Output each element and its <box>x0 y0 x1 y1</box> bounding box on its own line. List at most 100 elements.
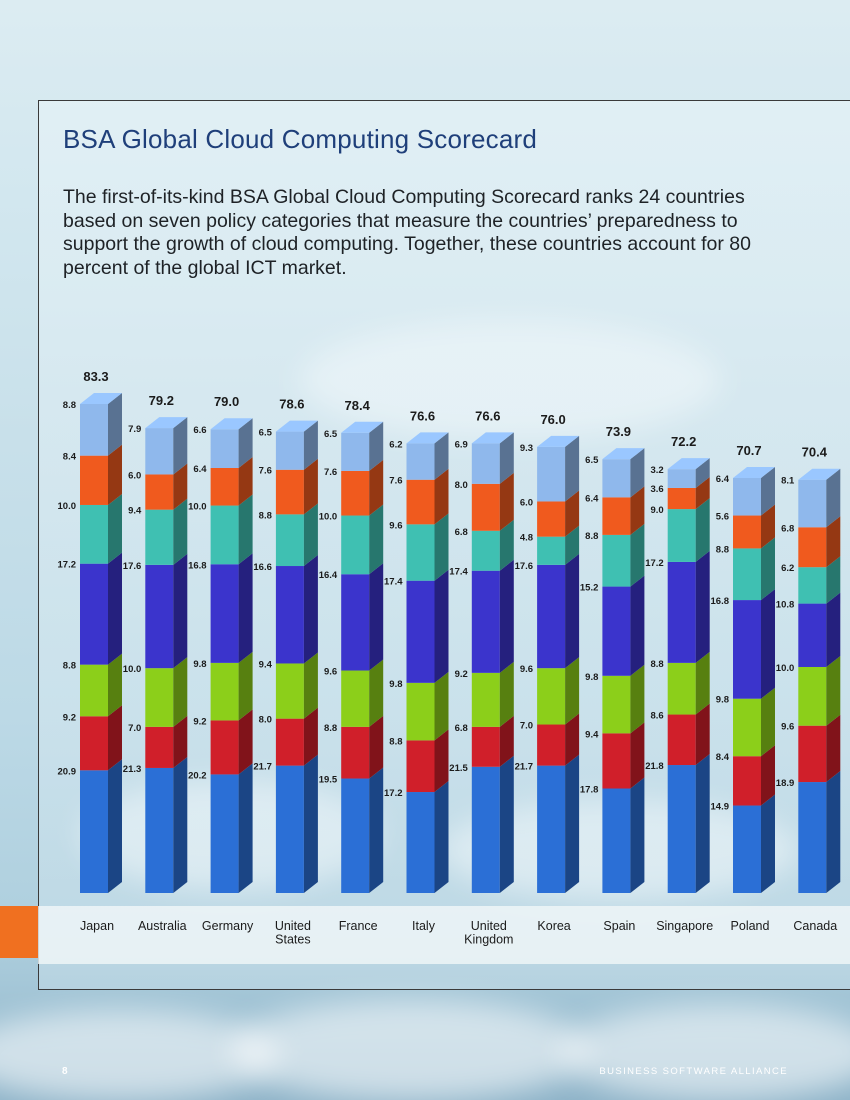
bar-segment-side <box>369 421 384 471</box>
bar-segment-side <box>303 420 318 470</box>
bar-segment-side <box>369 504 384 575</box>
bar-segment <box>80 770 108 893</box>
segment-value-label: 19.5 <box>319 775 338 786</box>
segment-value-label: 9.4 <box>259 659 273 670</box>
bar-segment-side <box>499 432 514 484</box>
bar-segment-side <box>499 519 514 571</box>
segment-value-label: 20.9 <box>58 766 77 777</box>
segment-value-label: 6.2 <box>389 439 402 450</box>
segment-value-label: 17.8 <box>580 785 599 796</box>
bar-segment-side <box>565 713 580 766</box>
bar-segment-side <box>695 703 710 766</box>
segment-value-label: 5.6 <box>716 512 729 523</box>
bar-segment-side <box>499 755 514 893</box>
bar-segment <box>341 470 370 516</box>
bar-segment-side <box>761 745 775 806</box>
segment-value-label: 9.8 <box>389 679 402 690</box>
bar-top-cap <box>341 421 384 433</box>
bar-segment <box>667 561 696 663</box>
bar-segment <box>602 675 631 734</box>
bar-segment-side <box>303 555 318 664</box>
bar-segment-side <box>369 659 384 727</box>
bar-segment <box>210 720 239 775</box>
bar-segment-side <box>826 556 841 604</box>
bar-top-cap <box>145 417 188 429</box>
segment-value-label: 6.0 <box>520 497 533 508</box>
bar-segment <box>733 756 761 806</box>
segment-value-label: 14.9 <box>711 802 730 813</box>
bar-segment-side <box>630 664 645 734</box>
bar-segment-side <box>826 714 841 783</box>
bar-segment-side <box>238 456 253 506</box>
bar-segment-side <box>238 553 253 663</box>
segment-value-label: 7.6 <box>259 466 272 477</box>
segment-value-label: 9.2 <box>193 716 206 727</box>
bar-segment <box>406 682 435 741</box>
bar-segment <box>667 487 696 510</box>
bar-segment-side <box>761 504 775 549</box>
bar-segment <box>537 501 566 537</box>
footer-organization: BUSINESS SOFTWARE ALLIANCE <box>599 1066 788 1077</box>
bar-segment <box>798 603 827 667</box>
segment-value-label: 8.8 <box>63 400 76 411</box>
bar-segment <box>210 774 239 893</box>
segment-value-label: 8.6 <box>650 711 663 722</box>
bar-segment <box>210 429 239 468</box>
bar-segment-side <box>238 494 253 565</box>
orange-accent-tab <box>0 906 38 958</box>
bar-segment-side <box>369 715 384 779</box>
segment-value-label: 6.0 <box>128 470 141 481</box>
segment-value-label: 8.8 <box>259 510 272 521</box>
segment-value-label: 7.0 <box>520 721 533 732</box>
segment-value-label: 3.2 <box>650 465 663 476</box>
bar-segment-side <box>630 777 645 893</box>
bar-segment-side <box>434 513 449 581</box>
bar-segment <box>471 570 500 673</box>
segment-value-label: 8.8 <box>324 723 337 734</box>
bar-total-label: 70.4 <box>802 445 828 460</box>
bar-segment <box>210 467 239 506</box>
bar-segment-side <box>630 722 645 789</box>
bar-total-label: 78.4 <box>345 398 371 413</box>
bar-segment-side <box>761 466 775 516</box>
bar-segment-side <box>761 687 775 757</box>
bar-total-label: 76.0 <box>540 412 565 427</box>
bar-total-label: 73.9 <box>606 424 631 439</box>
bar-segment <box>602 534 631 587</box>
bar-segment-side <box>369 459 384 516</box>
bar-segment-side <box>108 444 122 505</box>
bar-segment <box>145 428 174 475</box>
segment-value-label: 7.6 <box>389 476 402 487</box>
bar-segment <box>80 563 108 665</box>
segment-value-label: 6.2 <box>781 563 794 574</box>
bar-segment <box>537 536 566 565</box>
segment-value-label: 9.6 <box>324 667 337 678</box>
bar-segment <box>798 666 827 726</box>
segment-value-label: 17.4 <box>384 577 403 588</box>
bar-segment-side <box>173 657 188 727</box>
bar-top-cap <box>602 448 645 460</box>
bar-segment-side <box>369 563 384 671</box>
segment-value-label: 9.8 <box>585 672 598 683</box>
bar-top-cap <box>667 458 710 470</box>
bar-segment-side <box>108 552 122 665</box>
segment-value-label: 6.8 <box>455 527 468 538</box>
cloud-decoration <box>230 1000 590 1100</box>
segment-value-label: 16.6 <box>253 562 272 573</box>
bar-segment-side <box>303 754 318 893</box>
bar-segment-side <box>434 671 449 741</box>
bar-segment <box>733 548 761 601</box>
bar-segment <box>341 574 370 671</box>
bar-segment <box>210 505 239 565</box>
segment-value-label: 10.0 <box>188 502 207 513</box>
bar-segment-side <box>499 715 514 767</box>
bar-segment <box>80 504 108 564</box>
bar-segment-side <box>565 525 580 565</box>
bar-segment <box>602 733 631 789</box>
segment-value-label: 6.5 <box>585 455 599 466</box>
segment-value-label: 17.2 <box>58 560 77 571</box>
segment-value-label: 3.6 <box>650 484 663 495</box>
bar-total-label: 70.7 <box>736 443 761 458</box>
bar-segment <box>406 580 435 683</box>
